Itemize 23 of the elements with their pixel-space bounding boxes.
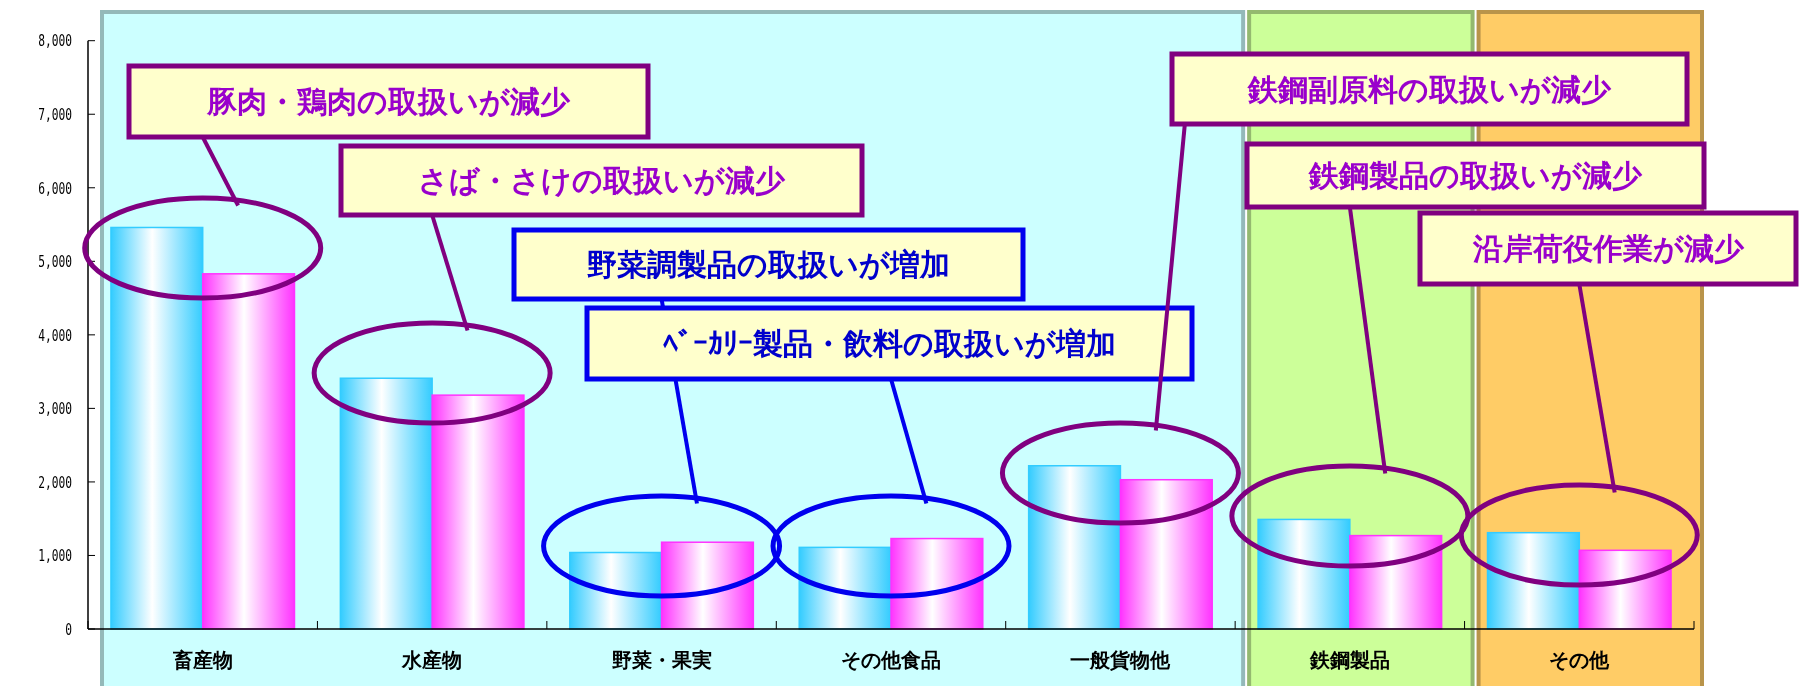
y-tick-label: 2,000 (38, 472, 72, 492)
annotation: 沿岸荷役作業が減少 (1471, 231, 1745, 267)
x-tick-label: 水産物 (401, 648, 463, 672)
annotation: ﾍﾞｰｶﾘｰ製品・飲料の取扱いが増加 (663, 326, 1116, 362)
y-tick-label: 0 (65, 619, 72, 639)
annotation: 鉄鋼副原料の取扱いが減少 (1247, 71, 1612, 107)
x-tick-label: 一般貨物他 (1070, 648, 1172, 672)
x-tick-label: 野菜・果実 (611, 648, 712, 672)
y-tick-label: 8,000 (38, 31, 72, 50)
x-tick-label: その他 (1549, 648, 1611, 672)
y-tick-label: 4,000 (38, 325, 72, 345)
x-tick-label: 畜産物 (171, 648, 233, 672)
annotation: さば・さけの取扱いが減少 (418, 163, 786, 199)
x-tick-label: その他食品 (841, 648, 941, 672)
annotation: 鉄鋼製品の取扱いが減少 (1308, 158, 1643, 194)
y-tick-label: 7,000 (38, 104, 72, 124)
y-tick-label: 6,000 (38, 178, 72, 198)
annotation: 野菜調製品の取扱いが増加 (587, 247, 950, 283)
y-tick-label: 5,000 (38, 251, 72, 271)
annotation: 豚肉・鶏肉の取扱いが減少 (206, 84, 571, 120)
x-tick-label: 鉄鋼製品 (1308, 648, 1390, 672)
y-tick-label: 3,000 (38, 398, 72, 418)
y-tick-label: 1,000 (38, 546, 72, 565)
